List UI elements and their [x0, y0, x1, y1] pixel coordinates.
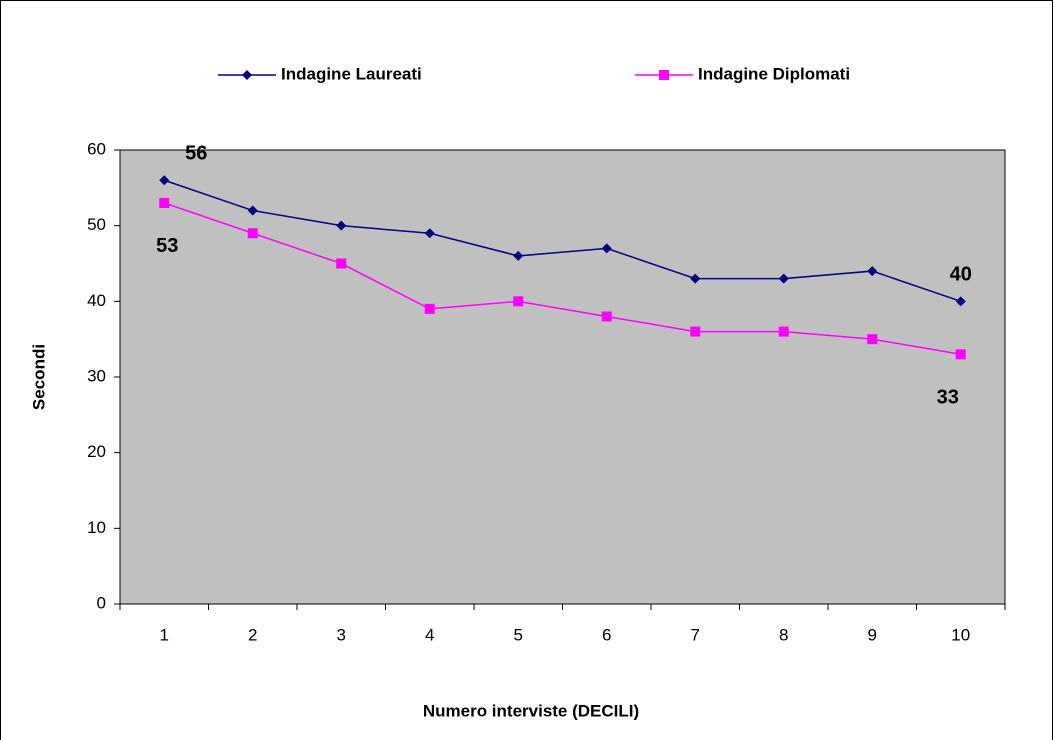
marker: [336, 258, 347, 269]
x-tick-label: 5: [514, 625, 523, 644]
marker: [955, 349, 966, 360]
marker: [955, 296, 966, 307]
x-tick-label: 4: [425, 625, 434, 644]
data-label: 56: [185, 143, 207, 165]
marker: [242, 70, 252, 80]
marker: [513, 250, 524, 261]
x-tick-label: 2: [248, 625, 257, 644]
y-tick-label: 30: [87, 366, 106, 385]
x-tick-label: 3: [337, 625, 346, 644]
y-tick-label: 40: [87, 291, 106, 310]
marker: [867, 266, 878, 277]
marker: [601, 311, 612, 322]
x-tick-label: 6: [602, 625, 611, 644]
data-label: 40: [950, 264, 972, 286]
y-tick-label: 20: [87, 442, 106, 461]
y-axis-title: Secondi: [29, 344, 48, 410]
series-line: [164, 179, 961, 303]
x-tick-label: 9: [868, 625, 877, 644]
legend-label: Indagine Diplomati: [698, 64, 850, 83]
marker: [247, 228, 258, 239]
data-label: 53: [156, 235, 178, 257]
plot-area: [119, 149, 1006, 605]
data-label: 33: [937, 387, 959, 409]
x-tick-label: 1: [160, 625, 169, 644]
marker: [778, 326, 789, 337]
marker: [424, 228, 435, 239]
x-axis-title: Numero interviste (DECILI): [423, 701, 639, 720]
y-tick-label: 50: [87, 215, 106, 234]
marker: [247, 205, 258, 216]
marker: [659, 70, 669, 80]
x-tick-label: 8: [779, 625, 788, 644]
marker: [778, 273, 789, 284]
y-tick-label: 10: [87, 518, 106, 537]
marker: [424, 303, 435, 314]
marker: [690, 326, 701, 337]
marker: [867, 334, 878, 345]
legend-label: Indagine Laureati: [281, 64, 422, 83]
marker: [513, 296, 524, 307]
x-tick-label: 10: [951, 625, 970, 644]
y-tick-label: 60: [87, 139, 106, 158]
y-tick-label: 0: [97, 593, 106, 612]
marker: [601, 243, 612, 254]
x-tick-label: 7: [691, 625, 700, 644]
marker: [690, 273, 701, 284]
marker: [336, 220, 347, 231]
series-line: [164, 202, 961, 356]
marker: [159, 175, 170, 186]
marker: [159, 197, 170, 208]
